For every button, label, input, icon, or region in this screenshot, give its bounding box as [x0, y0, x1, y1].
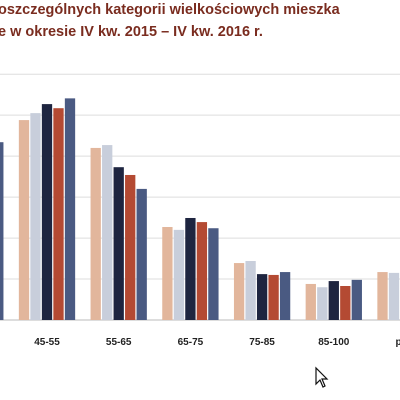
bar: [233, 263, 245, 320]
bar: [102, 145, 113, 320]
bar: [196, 222, 208, 320]
bar: [173, 229, 185, 320]
bar: [64, 98, 76, 320]
x-tick-label: 65-75: [178, 337, 204, 348]
bar: [208, 228, 219, 320]
chart-title: oszczególnych kategorii wielkościowych m…: [0, 2, 341, 18]
bar: [53, 108, 64, 320]
bar: [377, 272, 388, 320]
bar: [0, 142, 4, 320]
bar: [162, 227, 173, 320]
bar: [328, 281, 339, 320]
bar: [245, 261, 256, 320]
bar: [317, 287, 328, 320]
bar: [268, 274, 279, 320]
bar: [113, 167, 124, 320]
bar: [30, 113, 41, 320]
x-tick-label: 55-65: [106, 337, 132, 348]
bar: [340, 285, 351, 320]
x-tick-label: 85-100: [318, 337, 350, 348]
bar: [41, 104, 53, 320]
chart-title: e w okresie IV kw. 2015 – IV kw. 2016 r.: [0, 24, 263, 40]
bar: [136, 188, 147, 320]
x-tick-label: pow: [396, 337, 400, 348]
bar: [185, 217, 196, 320]
x-tick-label: 75-85: [249, 337, 275, 348]
bar: [125, 174, 136, 320]
bar: [351, 279, 362, 320]
bar: [279, 272, 291, 320]
x-tick-label: 45-55: [34, 337, 60, 348]
bar: [305, 283, 316, 320]
plot: 45-55 55-65 65-75 75-85 85-100 pow: [0, 73, 400, 348]
bar: [388, 272, 400, 320]
bar: [90, 147, 101, 320]
bar: [256, 274, 268, 320]
mouse-cursor: [315, 366, 329, 388]
bar: [18, 120, 30, 320]
